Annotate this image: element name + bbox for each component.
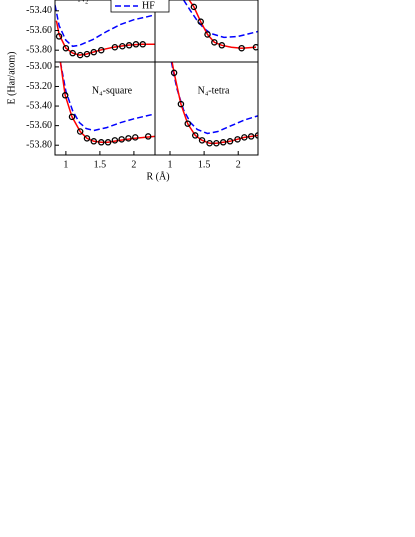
curve [182, 0, 258, 39]
curve [55, 4, 155, 48]
panel-frame [154, 61, 259, 156]
data-point [111, 137, 119, 144]
panel [59, 62, 155, 146]
data-point [226, 138, 234, 145]
data-point [213, 140, 220, 147]
data-point [218, 42, 226, 49]
legend-box [110, 0, 170, 13]
data-point [111, 43, 119, 51]
data-point [247, 133, 255, 140]
x-tick-label: 2 [236, 159, 241, 170]
data-point [190, 3, 198, 11]
data-point [55, 33, 63, 40]
data-point [252, 43, 258, 51]
panel-label: N₄-tetra [198, 85, 230, 96]
y-tick-label: -53.60 [26, 120, 52, 131]
data-point [241, 134, 248, 141]
data-point [206, 140, 213, 147]
data-point [104, 139, 112, 146]
data-point [68, 113, 76, 121]
panel [55, 4, 155, 59]
data-point [132, 134, 139, 141]
data-point [125, 135, 132, 142]
data-point [238, 44, 245, 52]
legend-label: HF [142, 0, 155, 11]
x-tick-label: 1.5 [94, 159, 107, 170]
x-axis-label: R (Å) [146, 170, 169, 182]
panel-label: N₄-square [92, 85, 133, 96]
y-tick-label: -53.80 [26, 140, 52, 151]
y-tick-label: -53.40 [26, 100, 52, 111]
data-point [76, 51, 84, 59]
x-tick-label: 2 [131, 159, 136, 170]
data-point [119, 43, 126, 50]
data-point [177, 100, 185, 108]
curve [59, 62, 155, 132]
data-point [90, 48, 98, 56]
y-tick-label: -53.00 [26, 61, 52, 72]
data-point [62, 44, 70, 52]
data-point [139, 41, 147, 48]
data-point [118, 136, 125, 143]
data-point [144, 133, 152, 140]
data-point [83, 135, 91, 142]
data-point [198, 137, 206, 144]
y-tick-label: -53.60 [26, 25, 52, 36]
panel-label: N₂ [78, 0, 89, 4]
panel [182, 0, 258, 52]
data-point [197, 18, 204, 25]
y-tick-label: -53.40 [26, 5, 52, 16]
y-axis-label: E (Har/atom) [6, 51, 17, 104]
data-point [170, 69, 178, 77]
data-point [191, 132, 199, 139]
data-point [69, 49, 76, 57]
data-point [61, 92, 69, 99]
data-point [211, 39, 218, 46]
y-tick-label: -53.80 [26, 44, 52, 55]
data-point [132, 41, 140, 48]
y-tick-label: -53.20 [26, 81, 52, 92]
data-point [98, 139, 105, 146]
data-point [234, 136, 241, 143]
curve [188, 0, 257, 49]
data-point [219, 139, 227, 146]
panel [170, 62, 258, 147]
data-point [184, 120, 191, 127]
x-tick-label: 1.5 [198, 159, 211, 170]
data-point [204, 31, 211, 38]
data-point [98, 46, 105, 54]
data-point [76, 128, 84, 135]
data-point [90, 138, 98, 145]
x-tick-label: 1 [168, 159, 173, 170]
data-point [125, 42, 133, 49]
x-tick-label: 1 [63, 159, 68, 170]
data-point [83, 50, 91, 58]
